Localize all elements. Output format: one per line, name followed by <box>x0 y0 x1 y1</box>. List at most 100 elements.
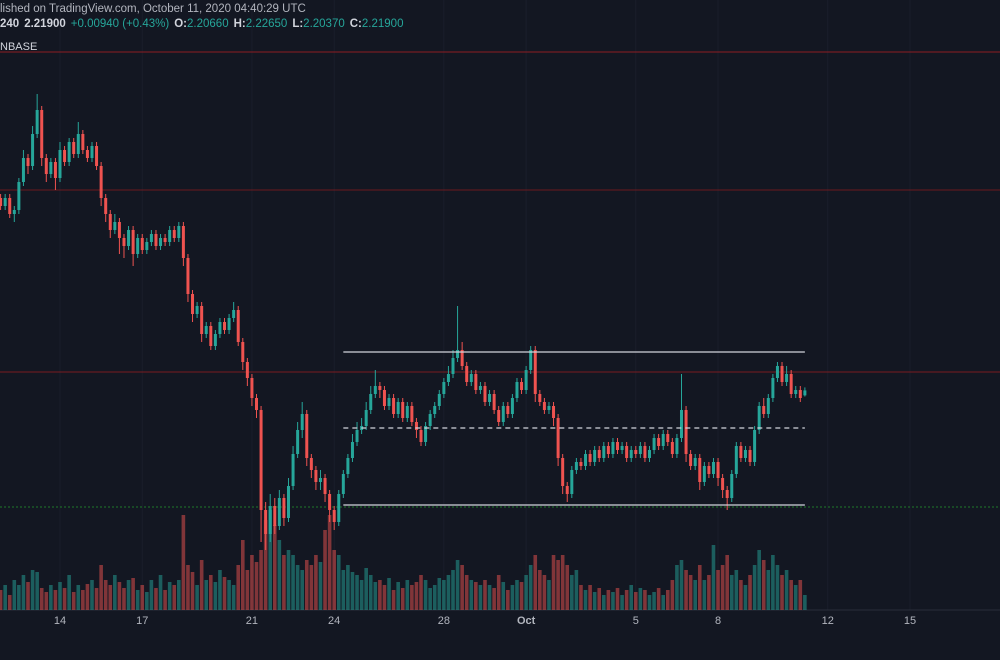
volume-bar <box>684 570 688 610</box>
volume-bar <box>272 525 277 610</box>
volume-bar <box>492 588 496 610</box>
volume-bar <box>355 575 359 610</box>
volume-bar <box>533 555 538 610</box>
volume-bar <box>656 588 661 610</box>
candle-body <box>497 410 501 422</box>
candle-body <box>163 238 167 242</box>
candle-body <box>3 198 7 206</box>
candle-body <box>520 382 524 390</box>
volume-bar <box>359 580 364 610</box>
volume-bar <box>368 575 373 610</box>
volume-bar <box>624 590 629 610</box>
candle-body <box>419 430 423 442</box>
volume-bar <box>611 592 615 610</box>
published-note: lished on TradingView.com, October 11, 2… <box>0 3 306 15</box>
volume-bar <box>282 555 286 610</box>
candle-body <box>538 394 542 402</box>
volume-bar <box>510 585 515 610</box>
candle-body <box>282 498 286 518</box>
candle-body <box>707 466 711 474</box>
candle-body <box>625 446 629 458</box>
candle-body <box>753 430 757 462</box>
candle-body <box>95 146 99 166</box>
candle-body <box>442 382 446 394</box>
candle-body <box>328 494 332 510</box>
candle-body <box>309 458 313 470</box>
candle-body <box>213 334 217 346</box>
volume-bar <box>419 575 423 610</box>
candle-body <box>113 222 117 230</box>
candle-body <box>273 506 277 526</box>
ohlc-label: C: <box>349 18 362 30</box>
candle-body <box>561 458 565 486</box>
candle-body <box>757 406 761 430</box>
candle-body <box>154 234 158 246</box>
volume-bar <box>451 570 455 610</box>
volume-bar <box>94 588 99 610</box>
volume-bar <box>190 572 195 610</box>
candle-body <box>49 162 53 174</box>
volume-bar <box>574 570 579 610</box>
volume-bar <box>633 592 638 610</box>
candle-body <box>40 110 44 158</box>
candle-body <box>666 434 670 442</box>
candle-body <box>405 406 409 418</box>
volume-bar <box>314 555 318 610</box>
candle-body <box>803 390 807 396</box>
candle-body <box>785 374 789 382</box>
candle-body <box>209 326 213 346</box>
volume-bar <box>3 585 7 610</box>
volume-bar <box>236 565 241 610</box>
volume-bar <box>39 588 44 610</box>
candle-body <box>117 222 121 238</box>
candle-body <box>245 362 249 378</box>
candle-body <box>629 450 633 458</box>
candle-body <box>168 230 172 242</box>
volume-bar <box>71 592 76 610</box>
candle-body <box>492 394 496 410</box>
volume-bar <box>145 592 149 610</box>
volume-bar <box>464 575 469 610</box>
volume-bar <box>318 562 323 610</box>
volume-bar <box>679 560 684 610</box>
candle-body <box>223 322 227 330</box>
volume-bar <box>551 555 556 610</box>
volume-bar <box>21 575 26 610</box>
candle-body <box>58 150 62 178</box>
volume-bar <box>665 590 670 610</box>
candle-body <box>90 146 94 158</box>
volume-bar <box>592 592 597 610</box>
volume-bar <box>259 550 263 610</box>
candle-body <box>250 378 254 398</box>
candle-body <box>346 458 350 474</box>
volume-bar <box>158 575 163 610</box>
volume-bar <box>455 560 460 610</box>
candle-body <box>474 374 478 390</box>
candle-body <box>291 454 295 486</box>
candle-body <box>734 446 738 474</box>
volume-bar <box>588 585 592 610</box>
volume-bar <box>784 570 789 610</box>
candle-body <box>264 510 268 534</box>
candle-body <box>465 366 469 382</box>
candle-body <box>698 458 702 482</box>
volume-bar <box>506 590 510 610</box>
volume-bar <box>423 580 428 610</box>
volume-bar <box>222 577 227 610</box>
volume-bar <box>483 580 487 610</box>
volume-bar <box>341 570 346 610</box>
candle-body <box>766 398 770 414</box>
candle-body <box>350 442 354 458</box>
candle-body <box>483 386 487 402</box>
candle-body <box>314 470 318 482</box>
candle-body <box>542 402 546 410</box>
volume-bar <box>323 530 327 610</box>
volume-bar <box>53 590 58 610</box>
candle-body <box>35 110 39 134</box>
x-tick-label: 28 <box>438 615 450 627</box>
volume-bar <box>167 582 172 610</box>
x-tick-label: 15 <box>904 615 916 627</box>
candle-body <box>570 470 574 494</box>
volume-bar <box>437 578 442 610</box>
candle-body <box>259 410 263 510</box>
